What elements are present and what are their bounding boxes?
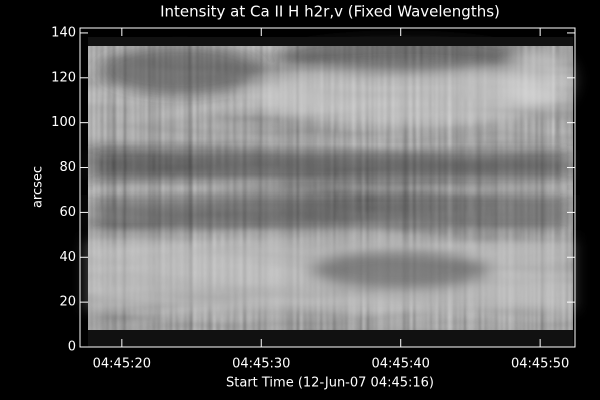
image-bands xyxy=(90,37,570,310)
plot-frame xyxy=(79,27,576,348)
y-axis-label: arcsec xyxy=(31,166,46,208)
image-top-band xyxy=(88,37,573,46)
x-axis-label: Start Time (12-Jun-07 04:45:16) xyxy=(226,376,434,391)
x-tick-label: 04:45:20 xyxy=(93,357,151,372)
y-tick-label: 100 xyxy=(51,115,76,130)
y-tick-label: 120 xyxy=(51,70,76,85)
x-tick-label: 04:45:30 xyxy=(232,357,290,372)
y-tick-label: 40 xyxy=(59,250,76,265)
intensity-image xyxy=(88,37,573,347)
y-tick-label: 80 xyxy=(59,160,76,175)
y-tick-label: 140 xyxy=(51,25,76,40)
x-tick-label: 04:45:50 xyxy=(511,357,569,372)
image-bottom-band xyxy=(88,330,573,347)
y-tick-label: 60 xyxy=(59,205,76,220)
chart-title: Intensity at Ca II H h2r,v (Fixed Wavele… xyxy=(160,3,500,21)
y-tick-label: 0 xyxy=(68,340,76,355)
x-tick-label: 04:45:40 xyxy=(372,357,430,372)
y-tick-label: 20 xyxy=(59,295,76,310)
